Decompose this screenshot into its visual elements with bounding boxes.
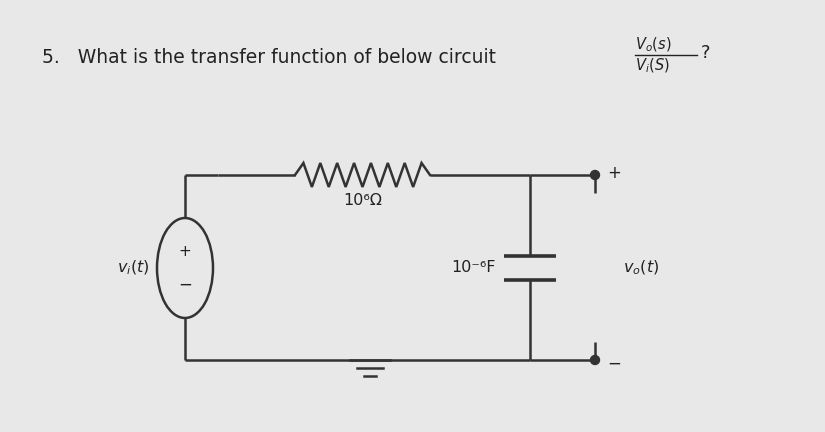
Text: +: + (607, 164, 621, 182)
Text: $V_o(s)$: $V_o(s)$ (635, 36, 672, 54)
Text: 10⁶Ω: 10⁶Ω (343, 193, 382, 208)
Text: $v_o(t)$: $v_o(t)$ (623, 258, 659, 277)
Text: $V_i(S)$: $V_i(S)$ (635, 57, 670, 76)
Text: +: + (179, 244, 191, 258)
Text: ?: ? (701, 44, 710, 62)
Text: 5.   What is the transfer function of below circuit: 5. What is the transfer function of belo… (42, 48, 496, 67)
Circle shape (591, 356, 600, 365)
Text: 10⁻⁶F: 10⁻⁶F (451, 260, 496, 275)
Text: −: − (178, 276, 192, 294)
Text: −: − (607, 355, 621, 373)
Circle shape (591, 171, 600, 180)
Text: $v_i(t)$: $v_i(t)$ (116, 259, 149, 277)
